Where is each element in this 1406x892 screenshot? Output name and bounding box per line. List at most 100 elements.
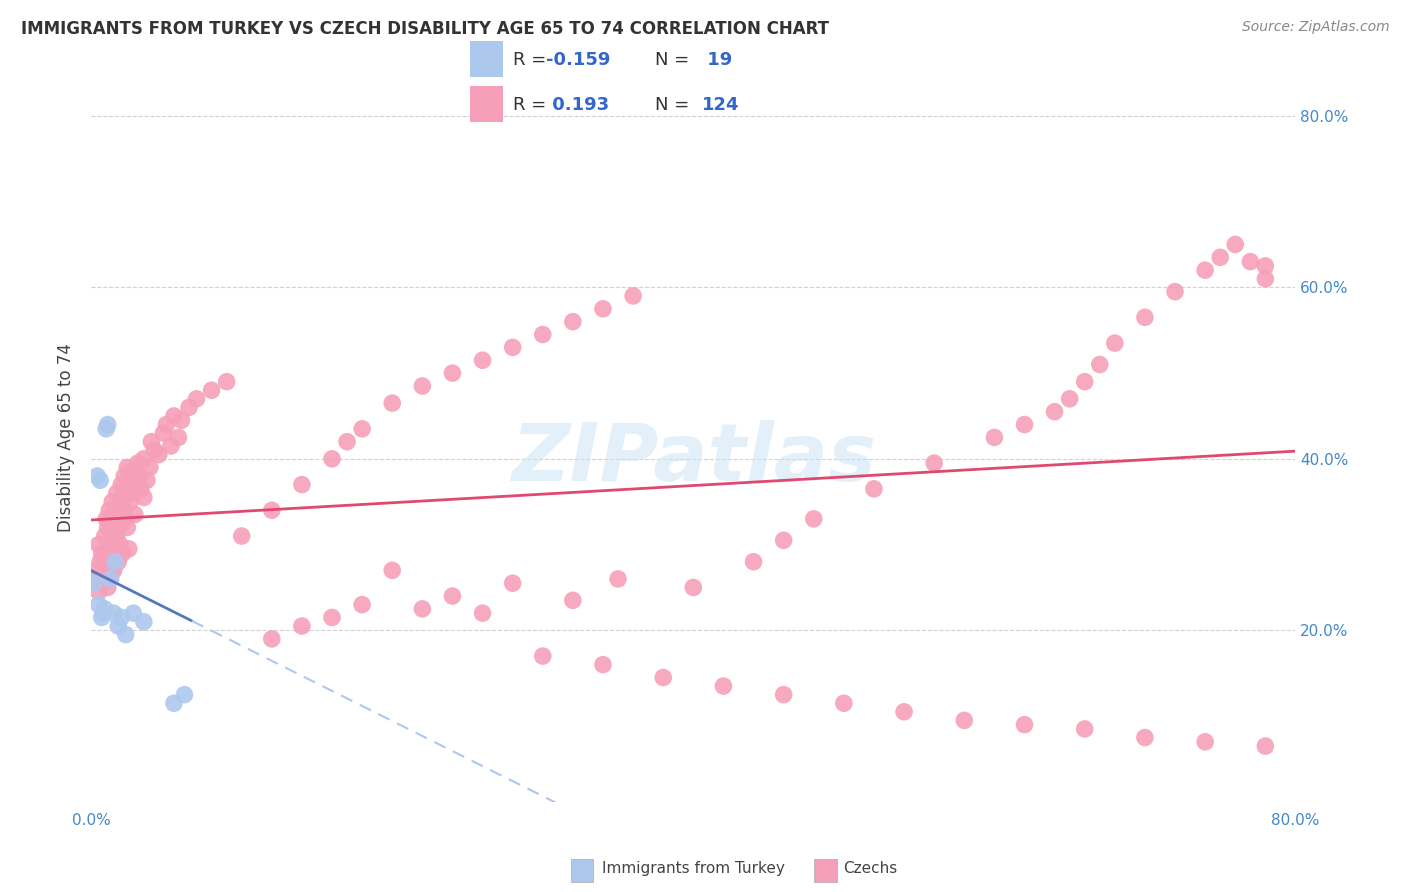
Point <box>105 529 128 543</box>
Point <box>832 696 855 710</box>
Point <box>87 598 110 612</box>
Point <box>321 610 343 624</box>
Point <box>652 671 675 685</box>
Point <box>118 473 141 487</box>
Point <box>97 417 120 432</box>
Point <box>592 657 614 672</box>
Text: Source: ZipAtlas.com: Source: ZipAtlas.com <box>1241 20 1389 34</box>
Point <box>87 538 110 552</box>
Point <box>112 469 135 483</box>
Point <box>682 581 704 595</box>
Point <box>114 627 136 641</box>
Bar <box>470 87 503 122</box>
Point <box>231 529 253 543</box>
Point <box>1073 722 1095 736</box>
Text: 124: 124 <box>702 95 740 113</box>
Point <box>863 482 886 496</box>
Point <box>132 491 155 505</box>
Point <box>93 529 115 543</box>
Point <box>170 413 193 427</box>
Point <box>352 598 374 612</box>
Point <box>803 512 825 526</box>
Point <box>411 379 433 393</box>
Point <box>96 512 118 526</box>
Point <box>471 353 494 368</box>
Text: ZIPatlas: ZIPatlas <box>510 420 876 499</box>
Point <box>98 503 121 517</box>
Point <box>108 538 131 552</box>
Point <box>531 327 554 342</box>
Point <box>441 366 464 380</box>
Point <box>381 563 404 577</box>
Point <box>87 584 110 599</box>
Point <box>155 417 177 432</box>
Point <box>260 503 283 517</box>
Point <box>621 289 644 303</box>
Point <box>103 563 125 577</box>
Point <box>441 589 464 603</box>
Point <box>124 508 146 522</box>
Point <box>83 576 105 591</box>
Point <box>143 443 166 458</box>
Point <box>89 473 111 487</box>
Point <box>128 469 150 483</box>
Y-axis label: Disability Age 65 to 74: Disability Age 65 to 74 <box>58 343 75 532</box>
Point <box>104 555 127 569</box>
Point <box>592 301 614 316</box>
Point <box>336 434 359 449</box>
Point <box>89 555 111 569</box>
Text: 19: 19 <box>702 51 733 69</box>
Point <box>132 451 155 466</box>
Point <box>411 602 433 616</box>
Point <box>84 563 107 577</box>
Point <box>1088 358 1111 372</box>
Point <box>713 679 735 693</box>
Point <box>107 555 129 569</box>
Point <box>100 567 122 582</box>
Point <box>1043 405 1066 419</box>
Point <box>381 396 404 410</box>
Point <box>101 541 124 556</box>
Point <box>104 508 127 522</box>
Point <box>91 606 114 620</box>
Point <box>200 383 222 397</box>
Point <box>107 499 129 513</box>
Point <box>127 456 149 470</box>
Point <box>983 430 1005 444</box>
Point <box>177 401 200 415</box>
Point <box>173 688 195 702</box>
Point <box>742 555 765 569</box>
Point <box>291 619 314 633</box>
Point <box>97 520 120 534</box>
Point <box>103 606 125 620</box>
Point <box>86 469 108 483</box>
Point <box>101 494 124 508</box>
Point <box>1104 336 1126 351</box>
Point <box>160 439 183 453</box>
Text: R =: R = <box>513 51 553 69</box>
Text: 0.193: 0.193 <box>546 95 609 113</box>
Point <box>105 486 128 500</box>
Point <box>1254 259 1277 273</box>
Point <box>100 533 122 548</box>
Point <box>117 520 139 534</box>
Text: N =: N = <box>655 95 695 113</box>
Text: Czechs: Czechs <box>844 862 898 876</box>
Point <box>132 615 155 629</box>
Point <box>953 714 976 728</box>
Point <box>1133 731 1156 745</box>
Point <box>772 688 794 702</box>
Point <box>607 572 630 586</box>
Point <box>152 426 174 441</box>
Text: IMMIGRANTS FROM TURKEY VS CZECH DISABILITY AGE 65 TO 74 CORRELATION CHART: IMMIGRANTS FROM TURKEY VS CZECH DISABILI… <box>21 20 830 37</box>
Point <box>120 494 142 508</box>
Point <box>260 632 283 646</box>
Point <box>111 546 134 560</box>
Point <box>125 477 148 491</box>
Text: N =: N = <box>655 51 695 69</box>
Point <box>112 503 135 517</box>
Point <box>1014 417 1036 432</box>
Point <box>111 491 134 505</box>
Point <box>352 422 374 436</box>
Point <box>135 473 157 487</box>
